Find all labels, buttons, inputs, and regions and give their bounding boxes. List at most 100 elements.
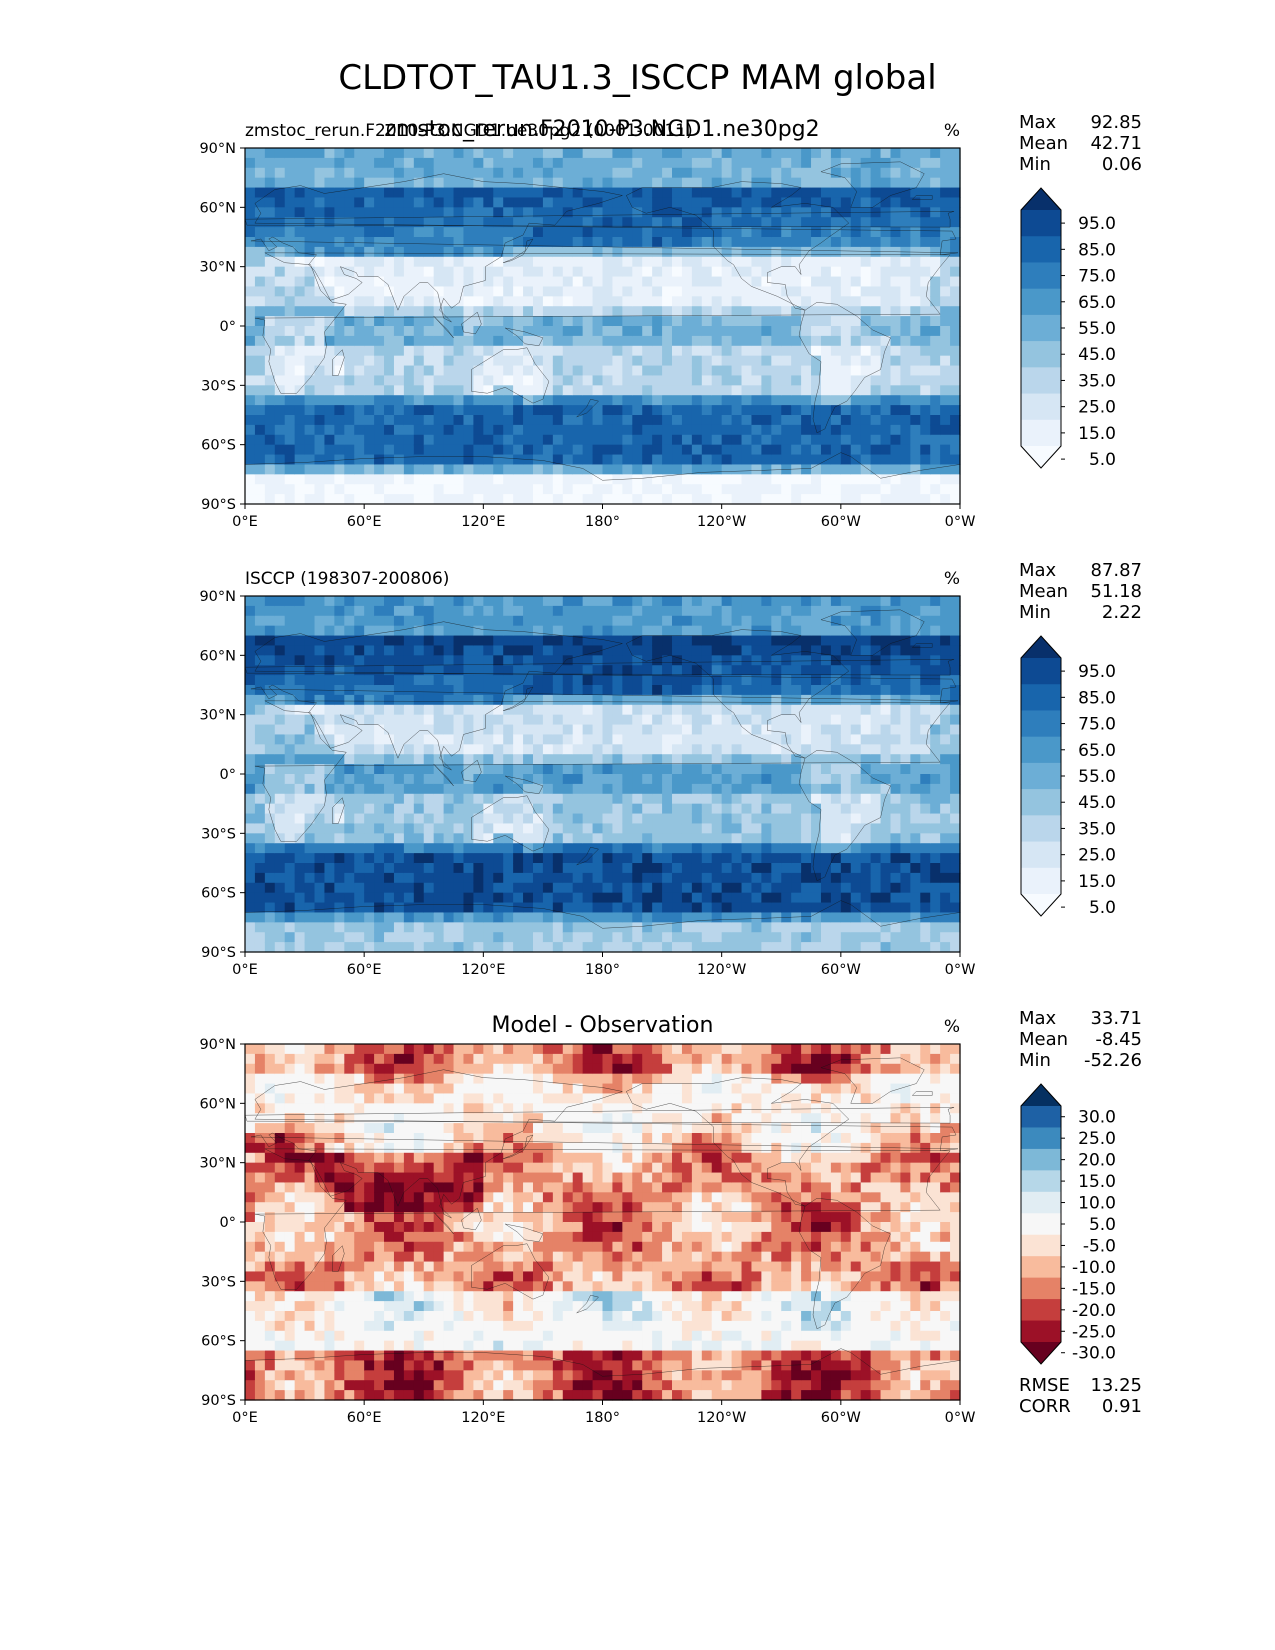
map-cell (880, 395, 892, 406)
map-cell (731, 793, 743, 805)
map-cell (820, 296, 832, 307)
map-cell (284, 326, 296, 337)
map-cell (254, 296, 266, 307)
map-cell (503, 286, 514, 297)
map-cell (741, 484, 753, 495)
map-cell (364, 605, 375, 617)
map-cell (264, 157, 276, 169)
map-cell (731, 444, 743, 456)
map-cell (860, 635, 872, 647)
map-cell (532, 922, 544, 933)
map-cell (473, 764, 484, 775)
map-cell (493, 675, 504, 686)
map-cell (423, 148, 435, 159)
map-cell (493, 744, 504, 755)
map-cell (850, 355, 862, 367)
map-cell (384, 734, 395, 745)
map-cell (463, 365, 474, 377)
map-cell (850, 405, 862, 416)
map-cell (463, 645, 474, 656)
map-cell (433, 266, 445, 278)
map-cell (781, 415, 792, 426)
map-cell (801, 256, 812, 268)
map-cell (443, 853, 455, 864)
map-cell (264, 932, 276, 943)
map-cell (890, 355, 902, 367)
map-cell (423, 157, 435, 169)
map-cell (304, 326, 316, 337)
map-cell (453, 665, 465, 676)
map-cell (453, 296, 465, 307)
map-cell (652, 157, 663, 169)
map-cell (413, 783, 425, 795)
map-cell (403, 345, 415, 357)
map-cell (691, 167, 703, 179)
map-cell (433, 803, 445, 815)
map-cell (344, 306, 355, 317)
map-cell (801, 385, 812, 396)
map-cell (483, 276, 494, 288)
map-cell (602, 246, 614, 258)
map-cell (453, 922, 465, 933)
map-cell (254, 793, 266, 805)
coastline (471, 348, 548, 403)
map-cell (443, 444, 455, 456)
map-cell (463, 375, 474, 386)
map-cell (314, 405, 326, 416)
map-cell (632, 355, 643, 367)
colorbar-tick-label: 35.0 (1078, 371, 1116, 391)
map-cell (791, 375, 802, 386)
map-cell (304, 385, 316, 396)
map-cell (493, 246, 504, 258)
map-cell (384, 286, 395, 297)
panel-ref: 0°E 60°E 120°E 180° 120°W 60°W 0°W90°N60°N30°N… (199, 560, 1142, 978)
map-cell (344, 774, 355, 785)
map-cell (374, 853, 385, 864)
map-cell (423, 645, 435, 656)
map-cell (741, 793, 753, 805)
map-cell (423, 375, 435, 386)
map-cell (820, 843, 832, 854)
map-cell (314, 474, 326, 485)
map-cell (463, 872, 474, 884)
map-cell (672, 694, 683, 706)
map-cell (830, 187, 842, 199)
map-cell (850, 375, 862, 386)
map-cell (473, 853, 484, 864)
map-cell (552, 306, 564, 317)
map-cell (274, 932, 286, 943)
map-cell (781, 615, 792, 627)
map-cell (731, 296, 743, 307)
map-cell (681, 266, 693, 278)
map-cell (245, 217, 256, 228)
map-cell (751, 754, 762, 765)
map-cell (691, 286, 703, 297)
map-cell (443, 464, 455, 475)
map-cell (860, 484, 872, 495)
map-cell (532, 863, 544, 874)
map-cell (314, 306, 326, 317)
map-cell (473, 375, 484, 386)
map-cell (245, 694, 256, 706)
map-cell (245, 833, 256, 844)
map-cell (314, 395, 326, 406)
map-cell (721, 316, 733, 327)
map-cell (850, 694, 862, 706)
map-cell (393, 596, 405, 607)
map-cell (781, 645, 792, 656)
coastline (505, 328, 543, 346)
map-cell (811, 783, 822, 795)
map-cell (483, 415, 494, 426)
map-cell (602, 625, 614, 637)
map-cell (731, 415, 743, 426)
map-cell (681, 365, 693, 377)
map-cell (850, 793, 862, 805)
map-cell (264, 912, 276, 923)
map-cell (731, 177, 743, 189)
map-cell (850, 474, 862, 485)
map-cell (691, 872, 703, 884)
map-cell (503, 424, 514, 436)
map-cell (781, 625, 792, 637)
map-cell (761, 744, 772, 755)
map-cell (572, 395, 584, 406)
